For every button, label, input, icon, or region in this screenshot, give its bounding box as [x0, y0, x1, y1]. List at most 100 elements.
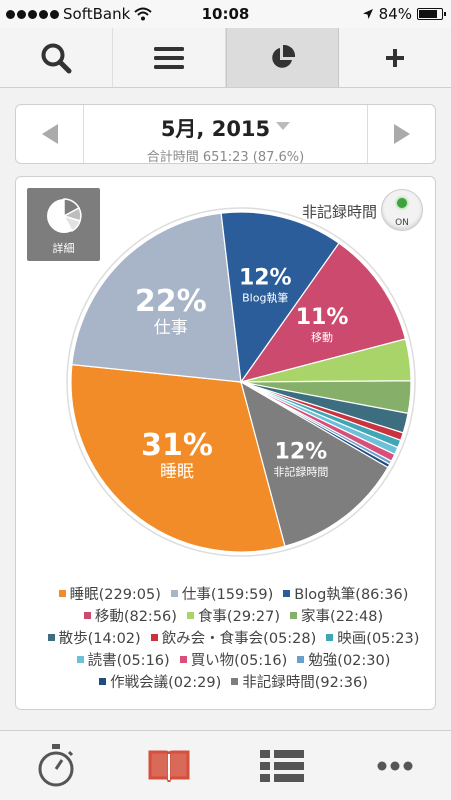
slice-percent-label: 31%	[141, 428, 213, 463]
legend-item: Blog執筆(86:36)	[283, 582, 408, 604]
pie-slice[interactable]	[70, 363, 286, 553]
plus-icon	[386, 48, 405, 67]
legend-text: 勉強(02:30)	[308, 652, 391, 669]
legend-swatch	[99, 677, 107, 685]
legend-swatch	[76, 655, 84, 663]
legend-text: 非記録時間(92:36)	[242, 674, 368, 691]
legend-swatch	[297, 655, 305, 663]
slice-percent-label: 12%	[275, 439, 328, 464]
legend-swatch	[290, 611, 298, 619]
legend-item: 読書(05:16)	[76, 648, 170, 670]
pie-slice[interactable]	[239, 242, 407, 383]
legend-item: 睡眠(229:05)	[58, 582, 161, 604]
slice-name-label: 仕事	[154, 318, 188, 338]
legend-text: Blog執筆(86:36)	[294, 586, 409, 603]
legend-text: 作戦会議(02:29)	[110, 674, 222, 691]
pie-slice[interactable]	[240, 380, 389, 547]
status-left: SoftBank	[6, 5, 152, 23]
pie-chart-icon	[272, 44, 296, 68]
clock: 10:08	[201, 5, 250, 23]
legend-swatch	[150, 633, 158, 641]
legend-text: 睡眠(229:05)	[69, 586, 161, 603]
battery-percent: 84%	[378, 5, 412, 23]
legend-text: 散歩(14:02)	[58, 630, 141, 647]
legend-item: 非記録時間(92:36)	[231, 670, 368, 692]
book-icon	[148, 750, 190, 782]
legend-item: 散歩(14:02)	[47, 626, 141, 648]
more-icon	[377, 761, 413, 770]
legend-text: 買い物(05:16)	[190, 652, 288, 669]
signal-icon	[6, 9, 59, 19]
total-time: 合計時間 651:23 (87.6%)	[146, 150, 305, 165]
wifi-icon	[134, 7, 152, 21]
legend-item: 家事(22:48)	[290, 604, 383, 626]
toggle-label: ON	[395, 218, 409, 228]
unrecorded-label: 非記録時間	[301, 203, 377, 221]
legend-item: 作戦会議(02:29)	[99, 670, 221, 692]
slice-name-label: 非記録時間	[273, 464, 328, 478]
legend-text: 読書(05:16)	[87, 652, 170, 669]
tab-timer[interactable]	[0, 731, 113, 800]
add-button[interactable]	[339, 28, 451, 87]
legend-row: 移動(82:56) 食事(29:27) 家事(22:48)	[40, 604, 427, 626]
slice-percent-label: 22%	[135, 284, 207, 319]
triangle-left-icon	[41, 124, 58, 144]
led-indicator-icon	[397, 198, 407, 208]
legend-text: 仕事(159:59)	[181, 586, 274, 603]
legend-swatch	[83, 611, 91, 619]
legend-row: 読書(05:16) 買い物(05:16) 勉強(02:30)	[40, 648, 427, 670]
tab-list[interactable]	[226, 731, 339, 800]
pie-detail-icon	[46, 198, 82, 233]
legend-item: 食事(29:27)	[186, 604, 281, 626]
slice-name-label: Blog執筆	[242, 290, 288, 304]
search-icon	[41, 43, 72, 73]
legend-row: 睡眠(229:05) 仕事(159:59) Blog執筆(86:36)	[40, 582, 427, 604]
legend-row: 作戦会議(02:29) 非記録時間(92:36)	[40, 670, 427, 692]
stopwatch-icon	[38, 743, 74, 786]
detail-label: 詳細	[52, 242, 75, 255]
legend-swatch	[326, 633, 334, 641]
legend-text: 移動(82:56)	[94, 608, 177, 625]
pie-slice[interactable]	[71, 212, 242, 383]
legend-swatch	[283, 589, 291, 597]
detail-button[interactable]: 詳細	[27, 188, 100, 261]
legend-swatch	[58, 589, 66, 597]
tab-log[interactable]	[113, 731, 226, 800]
location-arrow-icon	[362, 9, 373, 19]
status-bar: SoftBank 10:08 84%	[0, 0, 451, 28]
legend-row: 散歩(14:02) 飲み会・食事会(05:28) 映画(05:23)	[40, 626, 427, 648]
date-header: 5月, 2015 合計時間 651:23 (87.6%)	[15, 104, 436, 165]
unrecorded-toggle[interactable]: ON	[381, 189, 423, 231]
slice-percent-label: 12%	[239, 265, 292, 290]
menu-button[interactable]	[113, 28, 226, 87]
chart-card: 31% 睡眠 22% 仕事 12% Blog執筆 11% 移動 12% 非記録時間 詳細 非記録時…	[15, 176, 436, 710]
menu-icon	[153, 46, 184, 69]
battery-icon	[417, 8, 446, 20]
chart-view-button[interactable]	[225, 28, 340, 87]
top-toolbar	[0, 28, 451, 88]
legend-item: 映画(05:23)	[326, 626, 419, 648]
legend-swatch	[186, 611, 194, 619]
legend-text: 家事(22:48)	[301, 608, 384, 625]
legend-swatch	[47, 633, 55, 641]
month-title[interactable]: 5月, 2015	[84, 113, 367, 143]
tab-more[interactable]	[338, 731, 451, 800]
legend-text: 映画(05:23)	[337, 630, 420, 647]
slice-name-label: 睡眠	[160, 462, 194, 482]
legend-text: 食事(29:27)	[197, 608, 281, 625]
legend-swatch	[179, 655, 187, 663]
legend-swatch	[231, 677, 239, 685]
status-right: 84%	[362, 5, 446, 23]
search-button[interactable]	[0, 28, 113, 87]
legend-item: 買い物(05:16)	[179, 648, 288, 670]
legend-swatch	[170, 589, 178, 597]
chart-legend: 睡眠(229:05) 仕事(159:59) Blog執筆(86:36) 移動(82:5…	[16, 582, 437, 692]
pie-slice[interactable]	[220, 211, 340, 384]
month-selector[interactable]: 5月, 2015 合計時間 651:23 (87.6%)	[84, 105, 367, 165]
slice-name-label: 移動	[311, 330, 333, 344]
legend-text: 飲み会・食事会(05:28)	[161, 630, 317, 647]
previous-month-button[interactable]	[16, 105, 84, 163]
next-month-button[interactable]	[367, 105, 435, 163]
carrier-name: SoftBank	[63, 5, 131, 23]
